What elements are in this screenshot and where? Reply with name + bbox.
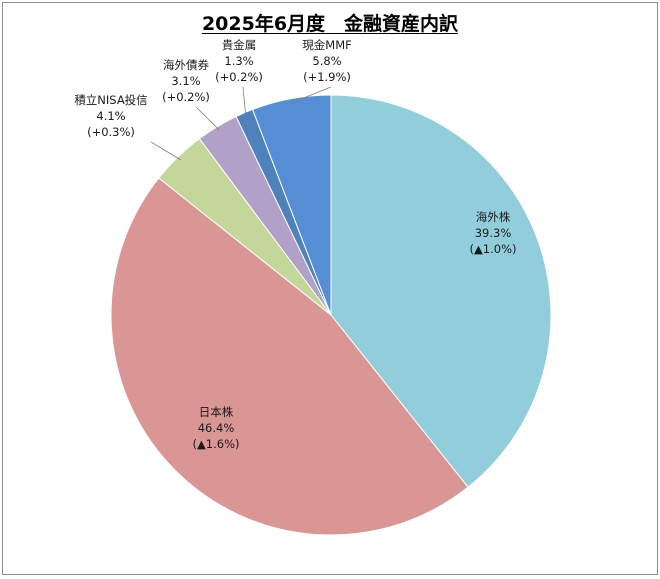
- slice-percent-1: 46.4%: [198, 421, 235, 435]
- slice-name-1: 日本株: [199, 405, 234, 419]
- slice-change-5: (+1.9%): [303, 70, 351, 84]
- slice-label-4: 貴金属 1.3% (+0.2%): [215, 38, 263, 84]
- slice-percent-5: 5.8%: [312, 54, 341, 68]
- slice-label-2: 積立NISA投信 4.1% (+0.3%): [74, 93, 147, 139]
- slice-name-3: 海外債券: [163, 58, 209, 72]
- slice-label-1: 日本株 46.4% (▲1.6%): [192, 405, 239, 451]
- slice-name-2: 積立NISA投信: [74, 93, 147, 107]
- slice-change-1: (▲1.6%): [192, 437, 239, 451]
- pie-chart: 海外株 39.3% (▲1.0%) 日本株 46.4% (▲1.6%) 積立NISA投信 4.…: [74, 38, 552, 536]
- pie-slice-0: [330, 94, 552, 488]
- slice-label-5: 現金MMF 5.8% (+1.9%): [302, 38, 351, 84]
- pie-slice-5: [251, 94, 332, 316]
- slice-percent-0: 39.3%: [475, 226, 512, 240]
- slice-name-5: 現金MMF: [302, 38, 351, 52]
- slice-change-0: (▲1.0%): [469, 242, 516, 256]
- chart-title: 2025年6月度 金融資産内訳: [3, 9, 657, 36]
- leader-line-3: [195, 106, 220, 131]
- slice-label-0: 海外株 39.3% (▲1.0%): [469, 210, 516, 256]
- slice-name-0: 海外株: [476, 210, 511, 224]
- slice-name-4: 貴金属: [222, 38, 257, 52]
- slice-change-2: (+0.3%): [87, 125, 135, 139]
- slice-change-3: (+0.2%): [162, 90, 210, 104]
- slice-label-3: 海外債券 3.1% (+0.2%): [162, 58, 210, 104]
- leader-line-2: [150, 141, 181, 161]
- slice-percent-3: 3.1%: [171, 74, 200, 88]
- leader-line-4: [242, 86, 247, 117]
- leader-line-5: [291, 86, 332, 103]
- pie-slice-1: [110, 177, 469, 536]
- slice-change-4: (+0.2%): [215, 70, 263, 84]
- slice-percent-2: 4.1%: [96, 109, 125, 123]
- chart-title-text: 2025年6月度 金融資産内訳: [201, 13, 459, 35]
- slice-percent-4: 1.3%: [224, 54, 253, 68]
